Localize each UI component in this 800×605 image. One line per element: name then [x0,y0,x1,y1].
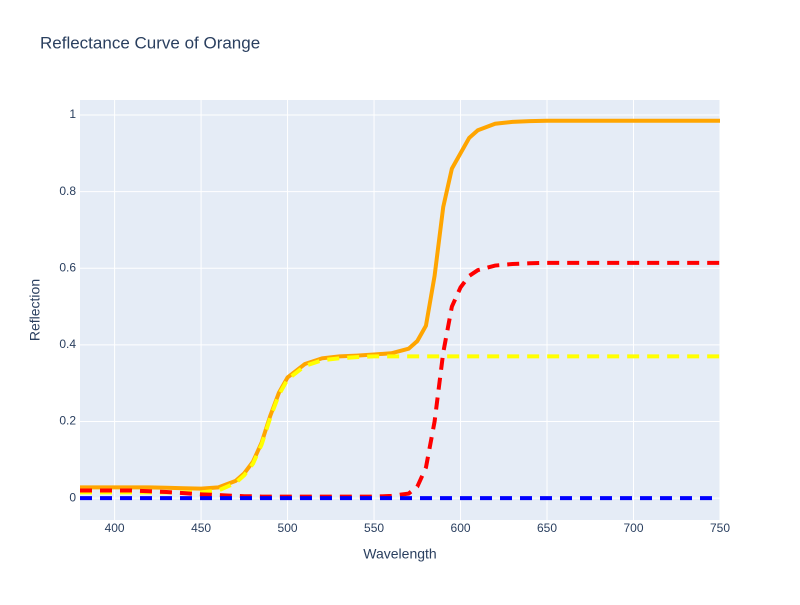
x-axis-title: Wavelength [363,546,436,562]
y-tick-label: 0.8 [59,184,76,198]
lines [80,118,720,501]
plot-area [80,100,720,520]
grid [80,100,721,520]
series-line [80,118,720,491]
y-tick-label: 0.2 [59,414,76,428]
x-tick-label: 650 [537,521,557,535]
y-axis-title: Reflection [27,279,43,341]
x-tick-label: 600 [451,521,471,535]
y-tick-label: 0 [69,490,76,504]
x-tick-label: 400 [105,521,125,535]
x-tick-label: 750 [710,521,730,535]
chart-title: Reflectance Curve of Orange [40,33,260,52]
x-tick-label: 700 [623,521,643,535]
y-tick-label: 1 [69,107,76,121]
y-tick-label: 0.4 [59,337,76,351]
x-tick-label: 500 [278,521,298,535]
x-tick-label: 450 [191,521,211,535]
x-tick-label: 550 [364,521,384,535]
y-tick-label: 0.6 [59,260,76,274]
